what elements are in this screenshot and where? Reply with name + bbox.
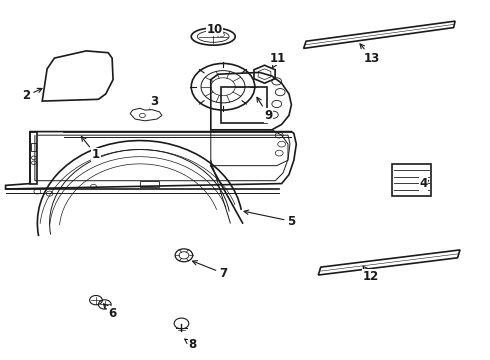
Text: 8: 8 (185, 338, 197, 351)
Text: 7: 7 (193, 261, 227, 280)
Text: 12: 12 (363, 266, 379, 283)
Bar (140, 181, 159, 187)
Text: 9: 9 (257, 97, 272, 122)
Text: 11: 11 (270, 51, 286, 68)
Text: 10: 10 (207, 23, 223, 36)
Text: 6: 6 (103, 304, 116, 320)
Text: 1: 1 (81, 136, 100, 161)
Text: 2: 2 (23, 88, 42, 102)
Bar (392, 164, 431, 196)
Text: 3: 3 (150, 95, 159, 109)
Bar (220, 87, 267, 123)
Text: 5: 5 (244, 210, 295, 228)
Bar (31, 143, 36, 151)
Text: 4: 4 (419, 177, 429, 190)
Text: 13: 13 (360, 44, 380, 64)
